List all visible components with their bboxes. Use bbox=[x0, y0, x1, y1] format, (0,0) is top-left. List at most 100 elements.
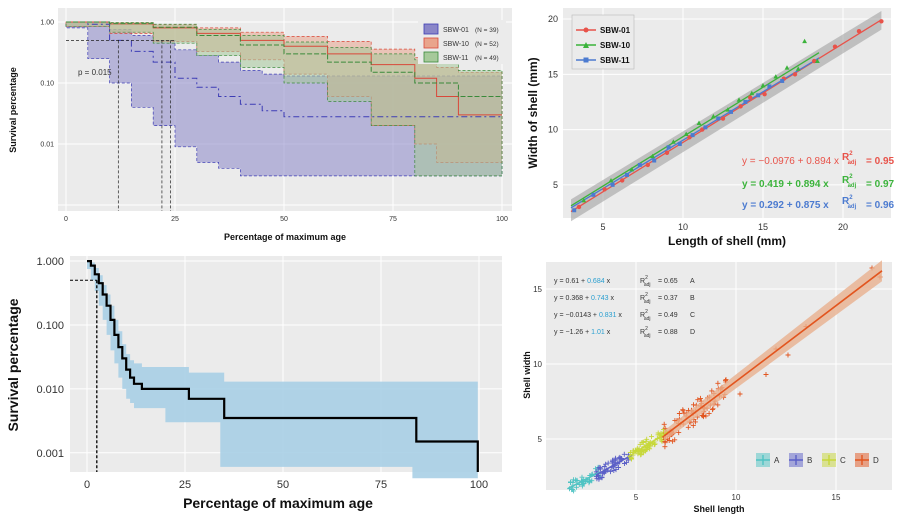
r2-symbol: R2 adj bbox=[640, 326, 651, 339]
x-tick-label: 25 bbox=[179, 479, 191, 491]
data-point-a bbox=[569, 487, 575, 492]
data-point-sbw-01 bbox=[812, 58, 817, 64]
data-point-sbw-01 bbox=[700, 127, 705, 132]
data-point-c bbox=[639, 440, 645, 445]
y-tick-label: 0.001 bbox=[36, 448, 64, 460]
data-point-b bbox=[622, 461, 627, 466]
x-axis-label: Length of shell (mm) bbox=[668, 234, 786, 248]
survival-line bbox=[87, 260, 479, 472]
data-point-c bbox=[648, 443, 654, 449]
x-tick-label: 10 bbox=[678, 222, 688, 232]
r2-value-d: = 0.88 bbox=[658, 329, 678, 336]
x-tick-label: 20 bbox=[838, 222, 848, 232]
data-point-sbw-10 bbox=[736, 97, 742, 102]
legend-label: SBW-10 bbox=[600, 41, 631, 50]
x-tick-label: 25 bbox=[171, 216, 179, 223]
data-point-sbw-11 bbox=[572, 208, 577, 213]
data-point-sbw-11 bbox=[703, 125, 708, 130]
data-point-b bbox=[596, 476, 602, 482]
data-point-d bbox=[710, 407, 715, 413]
data-point-sbw-01 bbox=[856, 29, 862, 34]
legend: A B C D bbox=[756, 453, 879, 467]
data-point-d bbox=[676, 430, 682, 436]
regression-line-c bbox=[627, 431, 669, 458]
r2-value-b: = 0.37 bbox=[658, 295, 678, 302]
equation-b: y = 0.368 + 0.743 x bbox=[554, 295, 614, 302]
data-point-d bbox=[662, 444, 668, 450]
ci-band bbox=[87, 261, 478, 479]
y-tick-label: 5 bbox=[553, 180, 558, 190]
r2-value-sbw-11: = 0.96 bbox=[866, 200, 895, 211]
data-point-b bbox=[621, 451, 627, 457]
data-point-sbw-01 bbox=[687, 135, 692, 140]
x-tick-label: 100 bbox=[470, 479, 488, 491]
legend: SBW-01 SBW-10 SBW-11 bbox=[571, 14, 635, 70]
data-point-sbw-11 bbox=[591, 192, 596, 197]
data-point-sbw-11 bbox=[610, 182, 615, 187]
data-point-sbw-11 bbox=[716, 116, 721, 121]
legend-label: SBW-11 bbox=[600, 56, 630, 65]
y-tick-label: 15 bbox=[548, 69, 558, 79]
y-axis-label: Survival percentage bbox=[8, 67, 18, 153]
data-point-sbw-11 bbox=[767, 84, 772, 89]
data-point-sbw-01 bbox=[762, 92, 767, 97]
data-point-a bbox=[573, 477, 579, 483]
r2-symbol: R2 adj bbox=[640, 275, 651, 288]
legend-label: C bbox=[840, 456, 846, 465]
legend-glyph bbox=[756, 455, 770, 465]
y-tick-label: 15 bbox=[533, 285, 542, 294]
data-point-sbw-10 bbox=[683, 131, 689, 136]
legend-n: (N = 52) bbox=[475, 41, 499, 48]
data-point-sbw-10 bbox=[784, 65, 790, 70]
data-point-b bbox=[597, 465, 603, 471]
x-tick-label: 100 bbox=[496, 216, 508, 223]
legend-key-sbw-01 bbox=[423, 23, 439, 35]
x-tick-label: 50 bbox=[280, 216, 288, 223]
x-axis-label: Percentage of maximum age bbox=[183, 495, 373, 511]
data-point-d bbox=[709, 388, 715, 394]
data-point-a bbox=[579, 483, 585, 489]
x-tick-label: 50 bbox=[277, 479, 289, 491]
data-point-d bbox=[680, 407, 686, 413]
data-point-b bbox=[605, 460, 611, 466]
survival-plot-groups: p = 0.015 SBW-01 (N = 39) SBW-10 (N = 52… bbox=[8, 8, 512, 242]
shell-regression-plot: SBW-01 SBW-10 SBW-11 y = −0.0976 + 0.894… bbox=[526, 8, 895, 248]
data-point-sbw-11 bbox=[666, 145, 671, 150]
data-point-sbw-01 bbox=[720, 116, 726, 121]
regression-equations: y = 0.61 + 0.684 x R2 adj = 0.65 Ay = 0.368 … bbox=[554, 275, 695, 339]
y-tick-label: 1.000 bbox=[36, 256, 64, 268]
equation-group-label: B bbox=[690, 295, 695, 302]
legend-label: A bbox=[774, 456, 780, 465]
data-point-sbw-10 bbox=[711, 113, 716, 119]
legend-label: SBW-10 bbox=[443, 41, 469, 48]
legend-glyph bbox=[822, 455, 836, 465]
data-point-sbw-01 bbox=[576, 204, 582, 210]
equation-group-label: A bbox=[690, 278, 695, 285]
data-point-d bbox=[703, 413, 709, 419]
y-tick-label: 10 bbox=[533, 360, 542, 369]
data-point-d bbox=[715, 380, 721, 386]
data-point-sbw-10 bbox=[629, 166, 635, 172]
data-point-b bbox=[601, 464, 607, 469]
data-point-sbw-10 bbox=[650, 153, 655, 159]
legend-key-sbw-10 bbox=[583, 42, 589, 48]
data-point-c bbox=[644, 447, 649, 452]
data-point-a bbox=[568, 479, 573, 485]
data-point-a bbox=[586, 480, 592, 486]
data-point-sbw-11 bbox=[743, 99, 748, 104]
legend-label: D bbox=[873, 456, 879, 465]
regression-equations: y = −0.0976 + 0.894 x R2 adj = 0.95 y = 0… bbox=[742, 151, 895, 211]
data-point-b bbox=[616, 455, 622, 461]
y-tick-label: 1.00 bbox=[40, 20, 54, 27]
y-tick-label: 0.010 bbox=[36, 384, 64, 396]
data-point-d bbox=[676, 411, 682, 416]
data-point-sbw-10 bbox=[696, 120, 702, 125]
y-tick-label: 5 bbox=[538, 435, 543, 444]
equation-group-label: D bbox=[690, 329, 695, 336]
data-point-d bbox=[698, 395, 703, 401]
data-point-c bbox=[652, 441, 658, 447]
data-point-sbw-11 bbox=[637, 162, 642, 167]
r2-value-sbw-01: = 0.95 bbox=[866, 156, 895, 167]
y-axis-label: Shell width bbox=[522, 351, 532, 399]
legend-key-sbw-10 bbox=[423, 37, 439, 49]
